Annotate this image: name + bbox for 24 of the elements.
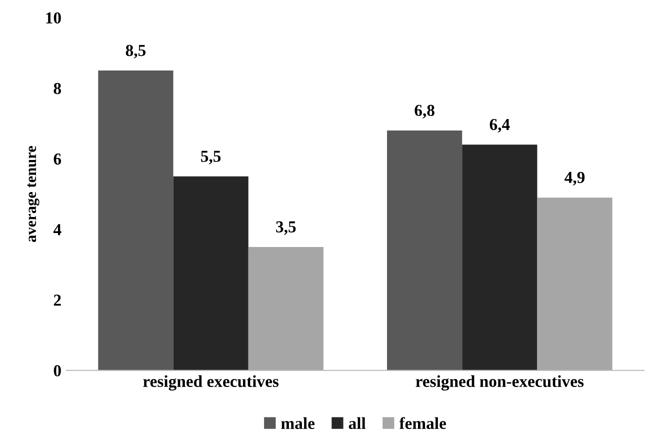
data-label: 3,5	[276, 221, 296, 235]
legend-label: all	[348, 417, 366, 430]
y-tick-label: 2	[54, 294, 61, 306]
bar	[462, 144, 538, 370]
y-tick-label: 6	[54, 154, 62, 165]
bar	[98, 70, 174, 370]
legend-label: female	[399, 417, 446, 430]
bar	[248, 246, 324, 370]
y-tick-label: 4	[53, 224, 62, 236]
bar	[173, 176, 248, 370]
legend-label: male	[281, 417, 315, 430]
y-axis-title: average tenure	[27, 146, 40, 242]
x-tick-label: resigned non-executives	[416, 375, 584, 391]
y-tick-label: 10	[46, 12, 61, 24]
bar	[537, 198, 612, 370]
y-tick-label: 0	[54, 365, 61, 376]
data-label: 8,5	[126, 44, 146, 58]
data-label: 6,8	[414, 104, 434, 118]
bar	[387, 130, 462, 370]
x-tick-label: resigned executives	[143, 375, 279, 391]
y-tick-label: 8	[54, 82, 61, 94]
data-label: 6,4	[490, 118, 510, 133]
data-label: 5,5	[201, 150, 221, 164]
data-label: 4,9	[564, 172, 585, 186]
